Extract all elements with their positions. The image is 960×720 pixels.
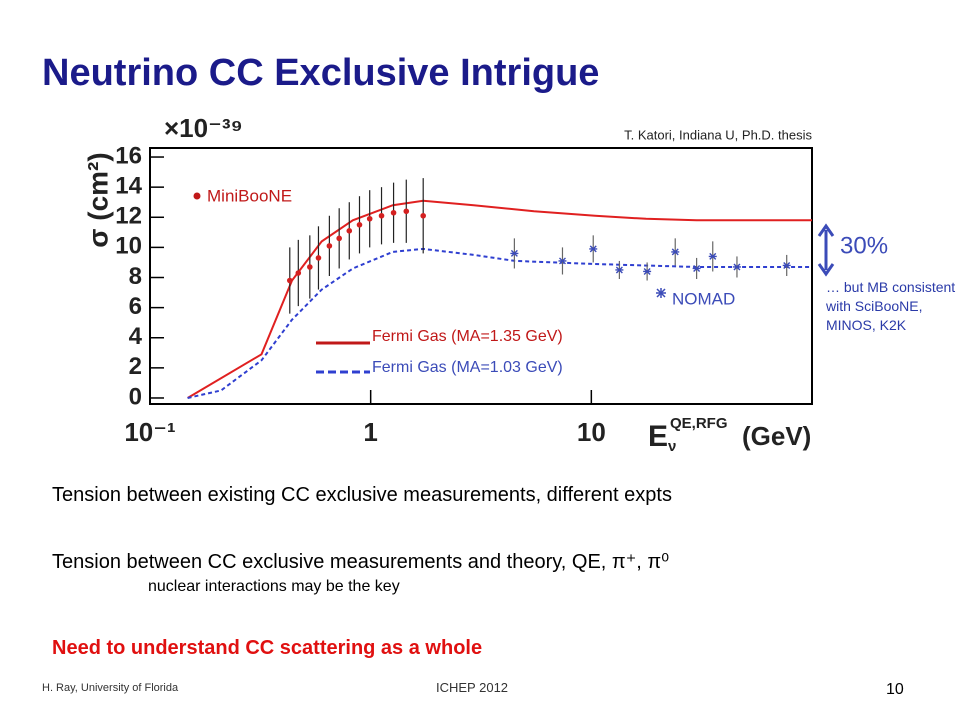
legend-marker [656,288,666,298]
data-point [671,248,680,256]
data-point [307,264,313,270]
y-tick-label: 8 [129,263,142,290]
y-tick-label: 2 [129,353,142,380]
data-point [326,243,333,249]
body-text: Tension between CC exclusive measurement… [52,551,670,573]
y-tick-label: 14 [115,172,142,199]
x-label-unit: (GeV) [742,421,811,451]
x-tick-label: 10 [577,417,606,447]
x-label-sup: QE,RFG [670,415,728,432]
data-point [708,252,717,260]
data-point [286,277,293,284]
data-point [315,255,322,261]
data-point [558,257,567,265]
y-scale-label: ×10⁻³⁹ [164,113,243,143]
y-tick-label: 0 [129,383,142,410]
data-point [589,245,598,253]
y-tick-label: 12 [115,203,142,230]
data-point [295,270,302,276]
data-point [510,249,519,257]
legend-label: Fermi Gas (MA=1.35 GeV) [372,328,563,345]
data-point [378,212,385,219]
annotation-note: … but MB consistent with SciBooNE, MINOS… [826,279,956,333]
data-point [643,267,652,275]
x-axis-label: E ν QE,RFG (GeV) [648,415,811,455]
data-point [420,212,426,219]
data-point [346,228,353,234]
y-axis-label: σ (cm²) [82,152,113,247]
data-point [336,235,342,242]
data-point [615,266,624,274]
data-point [732,263,741,271]
legend-label: MiniBooNE [207,186,292,205]
data-point [356,222,363,228]
slide-title: Neutrino CC Exclusive Intrigue [42,52,600,94]
legend-label: Fermi Gas (MA=1.03 GeV) [372,359,563,376]
x-label-symbol: E [648,420,668,453]
plot-frame [149,147,813,405]
data-point [403,208,410,215]
conclusion-text: Need to understand CC scattering as a wh… [52,637,483,659]
annotation-label: 30% [840,232,888,259]
legend-marker [193,192,201,200]
legend-label: NOMAD [672,289,735,308]
model-curve [187,247,812,399]
y-tick-label: 4 [129,323,143,350]
x-tick-label: 1 [363,417,377,447]
page-number: 10 [886,681,904,698]
data-point [366,215,373,222]
data-point [782,261,791,269]
body-text: Tension between existing CC exclusive me… [52,484,672,506]
x-tick-label: 10⁻¹ [124,417,175,447]
chart: T. Katori, Indiana U, Ph.D. thesis ×10⁻³… [82,113,888,455]
difference-arrow [817,223,835,277]
footer-event: ICHEP 2012 [436,680,509,695]
body-subtext: nuclear interactions may be the key [148,578,400,595]
data-point [692,264,701,272]
y-tick-label: 16 [115,142,142,169]
footer-author: H. Ray, University of Florida [42,682,179,694]
source-note: T. Katori, Indiana U, Ph.D. thesis [624,127,812,142]
y-tick-label: 10 [115,233,142,260]
y-tick-label: 6 [129,293,142,320]
x-label-sub: ν [668,438,676,455]
data-point [390,209,397,216]
